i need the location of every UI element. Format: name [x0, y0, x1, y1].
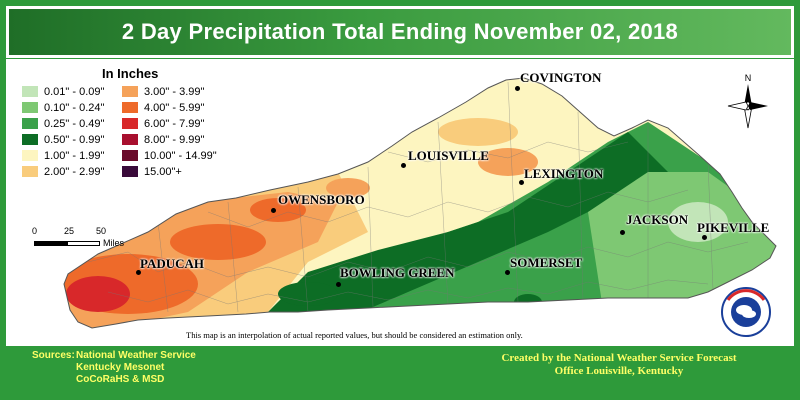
- scale-labels: 0 25 50: [32, 226, 154, 238]
- legend-label: 2.00" - 2.99": [44, 165, 105, 178]
- source-line: National Weather Service: [76, 350, 196, 361]
- city-marker: [271, 208, 276, 213]
- scale-tick-label: 25: [64, 226, 75, 236]
- legend-label: 8.00" - 9.99": [144, 133, 205, 146]
- legend-label: 3.00" - 3.99": [144, 85, 205, 98]
- legend-item: 0.25" - 0.49": [22, 116, 122, 131]
- legend-swatch: [22, 166, 38, 177]
- city-marker: [505, 270, 510, 275]
- legend-swatch: [122, 86, 138, 97]
- legend-swatch: [122, 166, 138, 177]
- city-label-paducah: PADUCAH: [140, 256, 205, 271]
- legend-swatch: [22, 118, 38, 129]
- legend-item: 4.00" - 5.99": [122, 100, 232, 115]
- city-label-louisville: LOUISVILLE: [408, 148, 489, 163]
- city-label-jackson: JACKSON: [626, 212, 689, 227]
- legend-swatch: [22, 86, 38, 97]
- disclaimer: This map is an interpolation of actual r…: [186, 330, 523, 340]
- north-arrow-icon: N: [727, 73, 768, 129]
- city-marker: [515, 86, 520, 91]
- scale-unit: Miles: [103, 238, 125, 248]
- legend-item: 0.50" - 0.99": [22, 132, 122, 147]
- title-bar: 2 Day Precipitation Total Ending Novembe…: [5, 5, 795, 59]
- sources-label: Sources:: [32, 350, 75, 361]
- legend-item: 3.00" - 3.99": [122, 84, 232, 99]
- legend-item: 0.01" - 0.09": [22, 84, 122, 99]
- legend-item: 1.00" - 1.99": [22, 148, 122, 163]
- kentucky-precip-map: [63, 77, 777, 329]
- credit-line: Created by the National Weather Service …: [501, 352, 737, 364]
- legend-grid: 0.01" - 0.09" 3.00" - 3.99" 0.10" - 0.24…: [22, 84, 232, 179]
- legend-swatch: [122, 102, 138, 113]
- city-marker: [620, 230, 625, 235]
- scale-bar: 0 25 50 Miles: [32, 226, 154, 248]
- legend-item: 10.00" - 14.99": [122, 148, 232, 163]
- legend-swatch: [22, 150, 38, 161]
- city-label-pikeville: PIKEVILLE: [697, 220, 770, 235]
- city-label-bowling-green: BOWLING GREEN: [340, 265, 455, 280]
- legend-swatch: [122, 134, 138, 145]
- north-label: N: [745, 73, 752, 83]
- scale-segment: [34, 240, 67, 246]
- legend-label: 0.10" - 0.24": [44, 101, 105, 114]
- scale-tick-label: 0: [32, 226, 38, 236]
- city-label-somerset: SOMERSET: [510, 255, 583, 270]
- legend-item: 6.00" - 7.99": [122, 116, 232, 131]
- legend-item: 0.10" - 0.24": [22, 100, 122, 115]
- legend-label: 6.00" - 7.99": [144, 117, 205, 130]
- city-marker: [702, 235, 707, 240]
- legend-item: 15.00"+: [122, 164, 232, 179]
- city-marker: [136, 270, 141, 275]
- legend-item: 8.00" - 9.99": [122, 132, 232, 147]
- legend-swatch: [22, 134, 38, 145]
- city-marker: [401, 163, 406, 168]
- legend-item: 2.00" - 2.99": [22, 164, 122, 179]
- source-line: CoCoRaHS & MSD: [76, 374, 165, 385]
- legend-label: 0.25" - 0.49": [44, 117, 105, 130]
- legend-label: 10.00" - 14.99": [144, 149, 217, 162]
- city-marker: [336, 282, 341, 287]
- scale-tick-label: 50: [96, 226, 107, 236]
- legend-label: 0.01" - 0.09": [44, 85, 105, 98]
- legend-label: 1.00" - 1.99": [44, 149, 105, 162]
- legend-label: 4.00" - 5.99": [144, 101, 205, 114]
- legend-swatch: [22, 102, 38, 113]
- credit-line: Office Louisville, Kentucky: [554, 365, 684, 377]
- legend-title: In Inches: [102, 66, 159, 81]
- legend-label: 15.00"+: [144, 165, 182, 178]
- city-label-covington: COVINGTON: [520, 70, 602, 85]
- sources-block: Sources:National Weather Service Kentuck…: [32, 350, 196, 386]
- scale-bar-graphic: Miles: [34, 238, 154, 248]
- legend-swatch: [122, 118, 138, 129]
- scale-segment: [67, 240, 100, 246]
- credit-block: Created by the National Weather Service …: [474, 352, 764, 378]
- map-title: 2 Day Precipitation Total Ending Novembe…: [121, 19, 679, 44]
- city-marker: [519, 180, 524, 185]
- city-label-lexington: LEXINGTON: [524, 166, 604, 181]
- footer-bar: Sources:National Weather Service Kentuck…: [6, 346, 794, 394]
- nws-logo-icon: [721, 287, 771, 337]
- legend-label: 0.50" - 0.99": [44, 133, 105, 146]
- city-label-owensboro: OWENSBORO: [278, 192, 365, 207]
- legend-swatch: [122, 150, 138, 161]
- source-line: Kentucky Mesonet: [76, 362, 165, 373]
